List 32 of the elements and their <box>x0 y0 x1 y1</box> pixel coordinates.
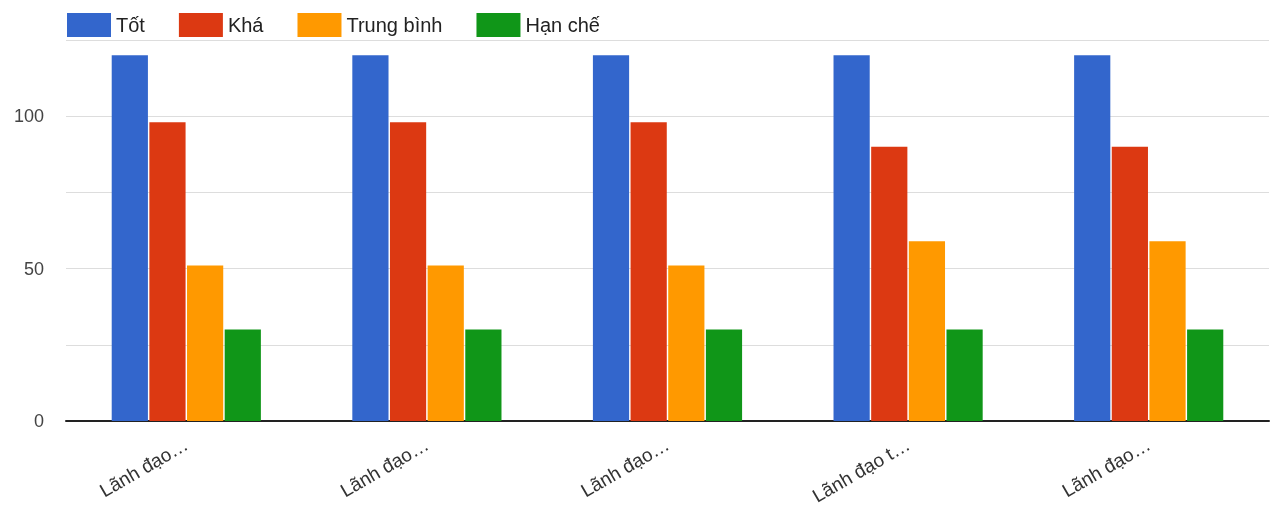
bar <box>946 329 983 421</box>
legend-label: Trung bình <box>346 14 443 36</box>
bar <box>630 122 667 421</box>
bar <box>908 241 946 421</box>
bar <box>427 265 464 421</box>
x-tick-label: Lãnh đạo… <box>1058 433 1154 502</box>
bar <box>833 55 870 421</box>
bar <box>1187 329 1224 421</box>
bar <box>668 265 705 421</box>
bar <box>224 329 261 421</box>
bar <box>389 122 427 421</box>
bar <box>111 55 148 421</box>
x-tick-label: Lãnh đạo t… <box>808 433 914 507</box>
y-tick-label: 100 <box>13 106 44 127</box>
bar <box>465 329 502 421</box>
y-tick-label: 50 <box>23 258 44 279</box>
x-tick-label: Lãnh đạo… <box>96 433 192 502</box>
x-tick-label: Lãnh đạo… <box>577 433 673 502</box>
bar <box>149 122 186 421</box>
bar <box>592 55 630 421</box>
legend-label: Tốt <box>116 14 146 36</box>
y-tick-label: 0 <box>33 411 44 431</box>
bar <box>187 265 224 421</box>
bar <box>705 329 743 421</box>
legend-label: Khá <box>227 14 265 36</box>
x-tick-label: Lãnh đạo… <box>336 433 433 502</box>
bar <box>1149 241 1186 421</box>
bar <box>352 55 389 421</box>
bar <box>871 146 908 421</box>
bar <box>1074 55 1111 421</box>
bar <box>1111 146 1148 421</box>
legend-label: Hạn chế <box>525 14 600 36</box>
